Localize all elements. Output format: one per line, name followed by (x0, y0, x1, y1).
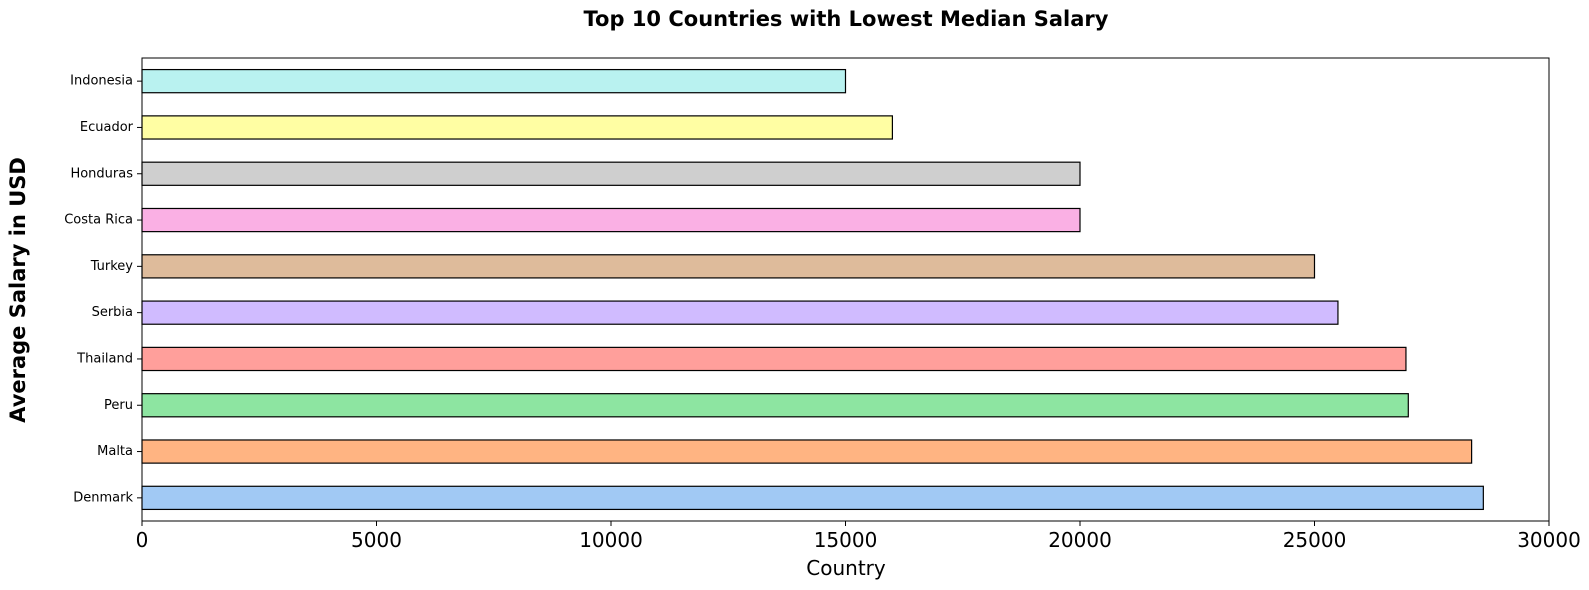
y-tick-label: Turkey (90, 259, 134, 274)
y-axis-label: Average Salary in USD (6, 157, 30, 423)
y-tick-label: Serbia (92, 305, 133, 320)
bar-indonesia (141, 68, 847, 94)
chart-title: Top 10 Countries with Lowest Median Sala… (584, 7, 1109, 31)
y-tick-label: Honduras (70, 166, 133, 181)
x-axis-ticks: 0 5000 10000 15000 20000 25000 30000 (136, 521, 1581, 552)
bar-costa-rica (141, 207, 1081, 233)
x-tick-label: 30000 (1517, 528, 1581, 552)
bar-malta (141, 439, 1473, 464)
x-tick-label: 15000 (814, 528, 878, 552)
y-tick-label: Malta (97, 444, 133, 459)
bar-ecuador (141, 115, 894, 140)
y-tick-label: Peru (104, 398, 133, 413)
bars-layer (141, 68, 1484, 511)
x-tick-label: 10000 (579, 528, 643, 552)
bar-peru (141, 393, 1409, 418)
y-axis-ticks: Denmark Malta Peru Thailand Serbia Turkey Cost… (64, 74, 142, 505)
x-tick-label: 25000 (1283, 528, 1347, 552)
x-tick-label: 20000 (1048, 528, 1112, 552)
bar-denmark (141, 485, 1484, 511)
y-tick-label: Ecuador (80, 120, 134, 135)
x-tick-label: 0 (136, 528, 149, 552)
bar-thailand (141, 346, 1407, 372)
x-axis-label: Country (806, 556, 886, 580)
y-tick-label: Thailand (76, 351, 133, 366)
x-tick-label: 5000 (351, 528, 402, 552)
bar-serbia (141, 300, 1339, 325)
bar-turkey (141, 254, 1316, 279)
y-tick-label: Denmark (73, 490, 133, 505)
y-tick-label: Indonesia (70, 74, 133, 89)
y-tick-label: Costa Rica (64, 213, 133, 228)
bar-honduras (141, 161, 1081, 186)
